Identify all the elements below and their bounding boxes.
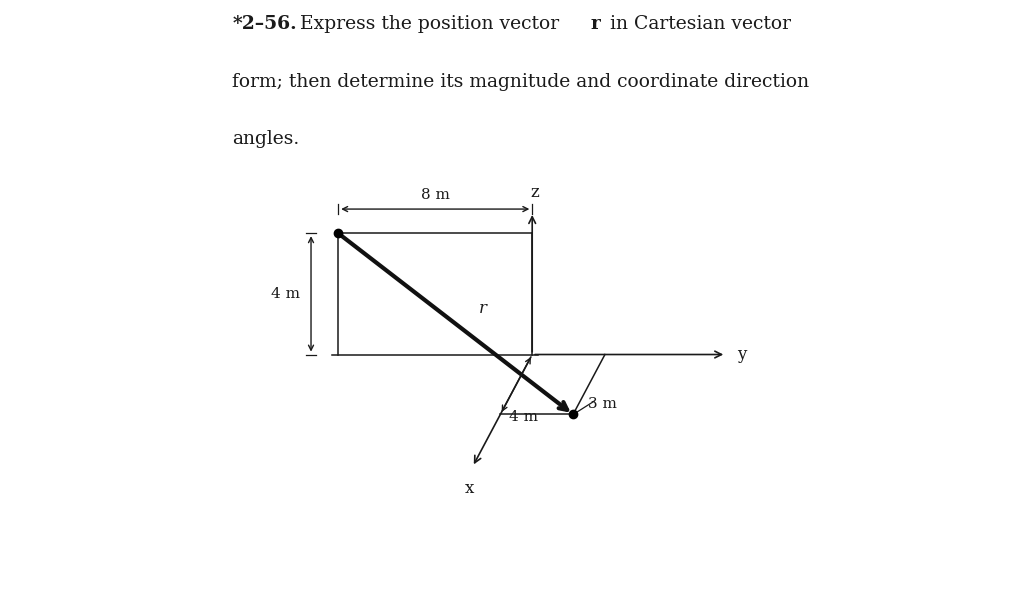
Text: 8 m: 8 m	[421, 188, 450, 202]
Text: x: x	[465, 480, 474, 497]
Text: 3 m: 3 m	[589, 396, 617, 410]
Text: in Cartesian vector: in Cartesian vector	[604, 15, 791, 33]
Text: form; then determine its magnitude and coordinate direction: form; then determine its magnitude and c…	[232, 73, 809, 91]
Text: r: r	[479, 300, 486, 317]
Text: angles.: angles.	[232, 130, 299, 148]
Text: y: y	[737, 346, 746, 363]
Text: *2–56.: *2–56.	[232, 15, 296, 33]
Text: Express the position vector: Express the position vector	[288, 15, 565, 33]
Text: 4 m: 4 m	[509, 410, 539, 424]
Text: r: r	[591, 15, 601, 33]
Text: 4 m: 4 m	[271, 287, 300, 301]
Text: z: z	[530, 184, 540, 201]
